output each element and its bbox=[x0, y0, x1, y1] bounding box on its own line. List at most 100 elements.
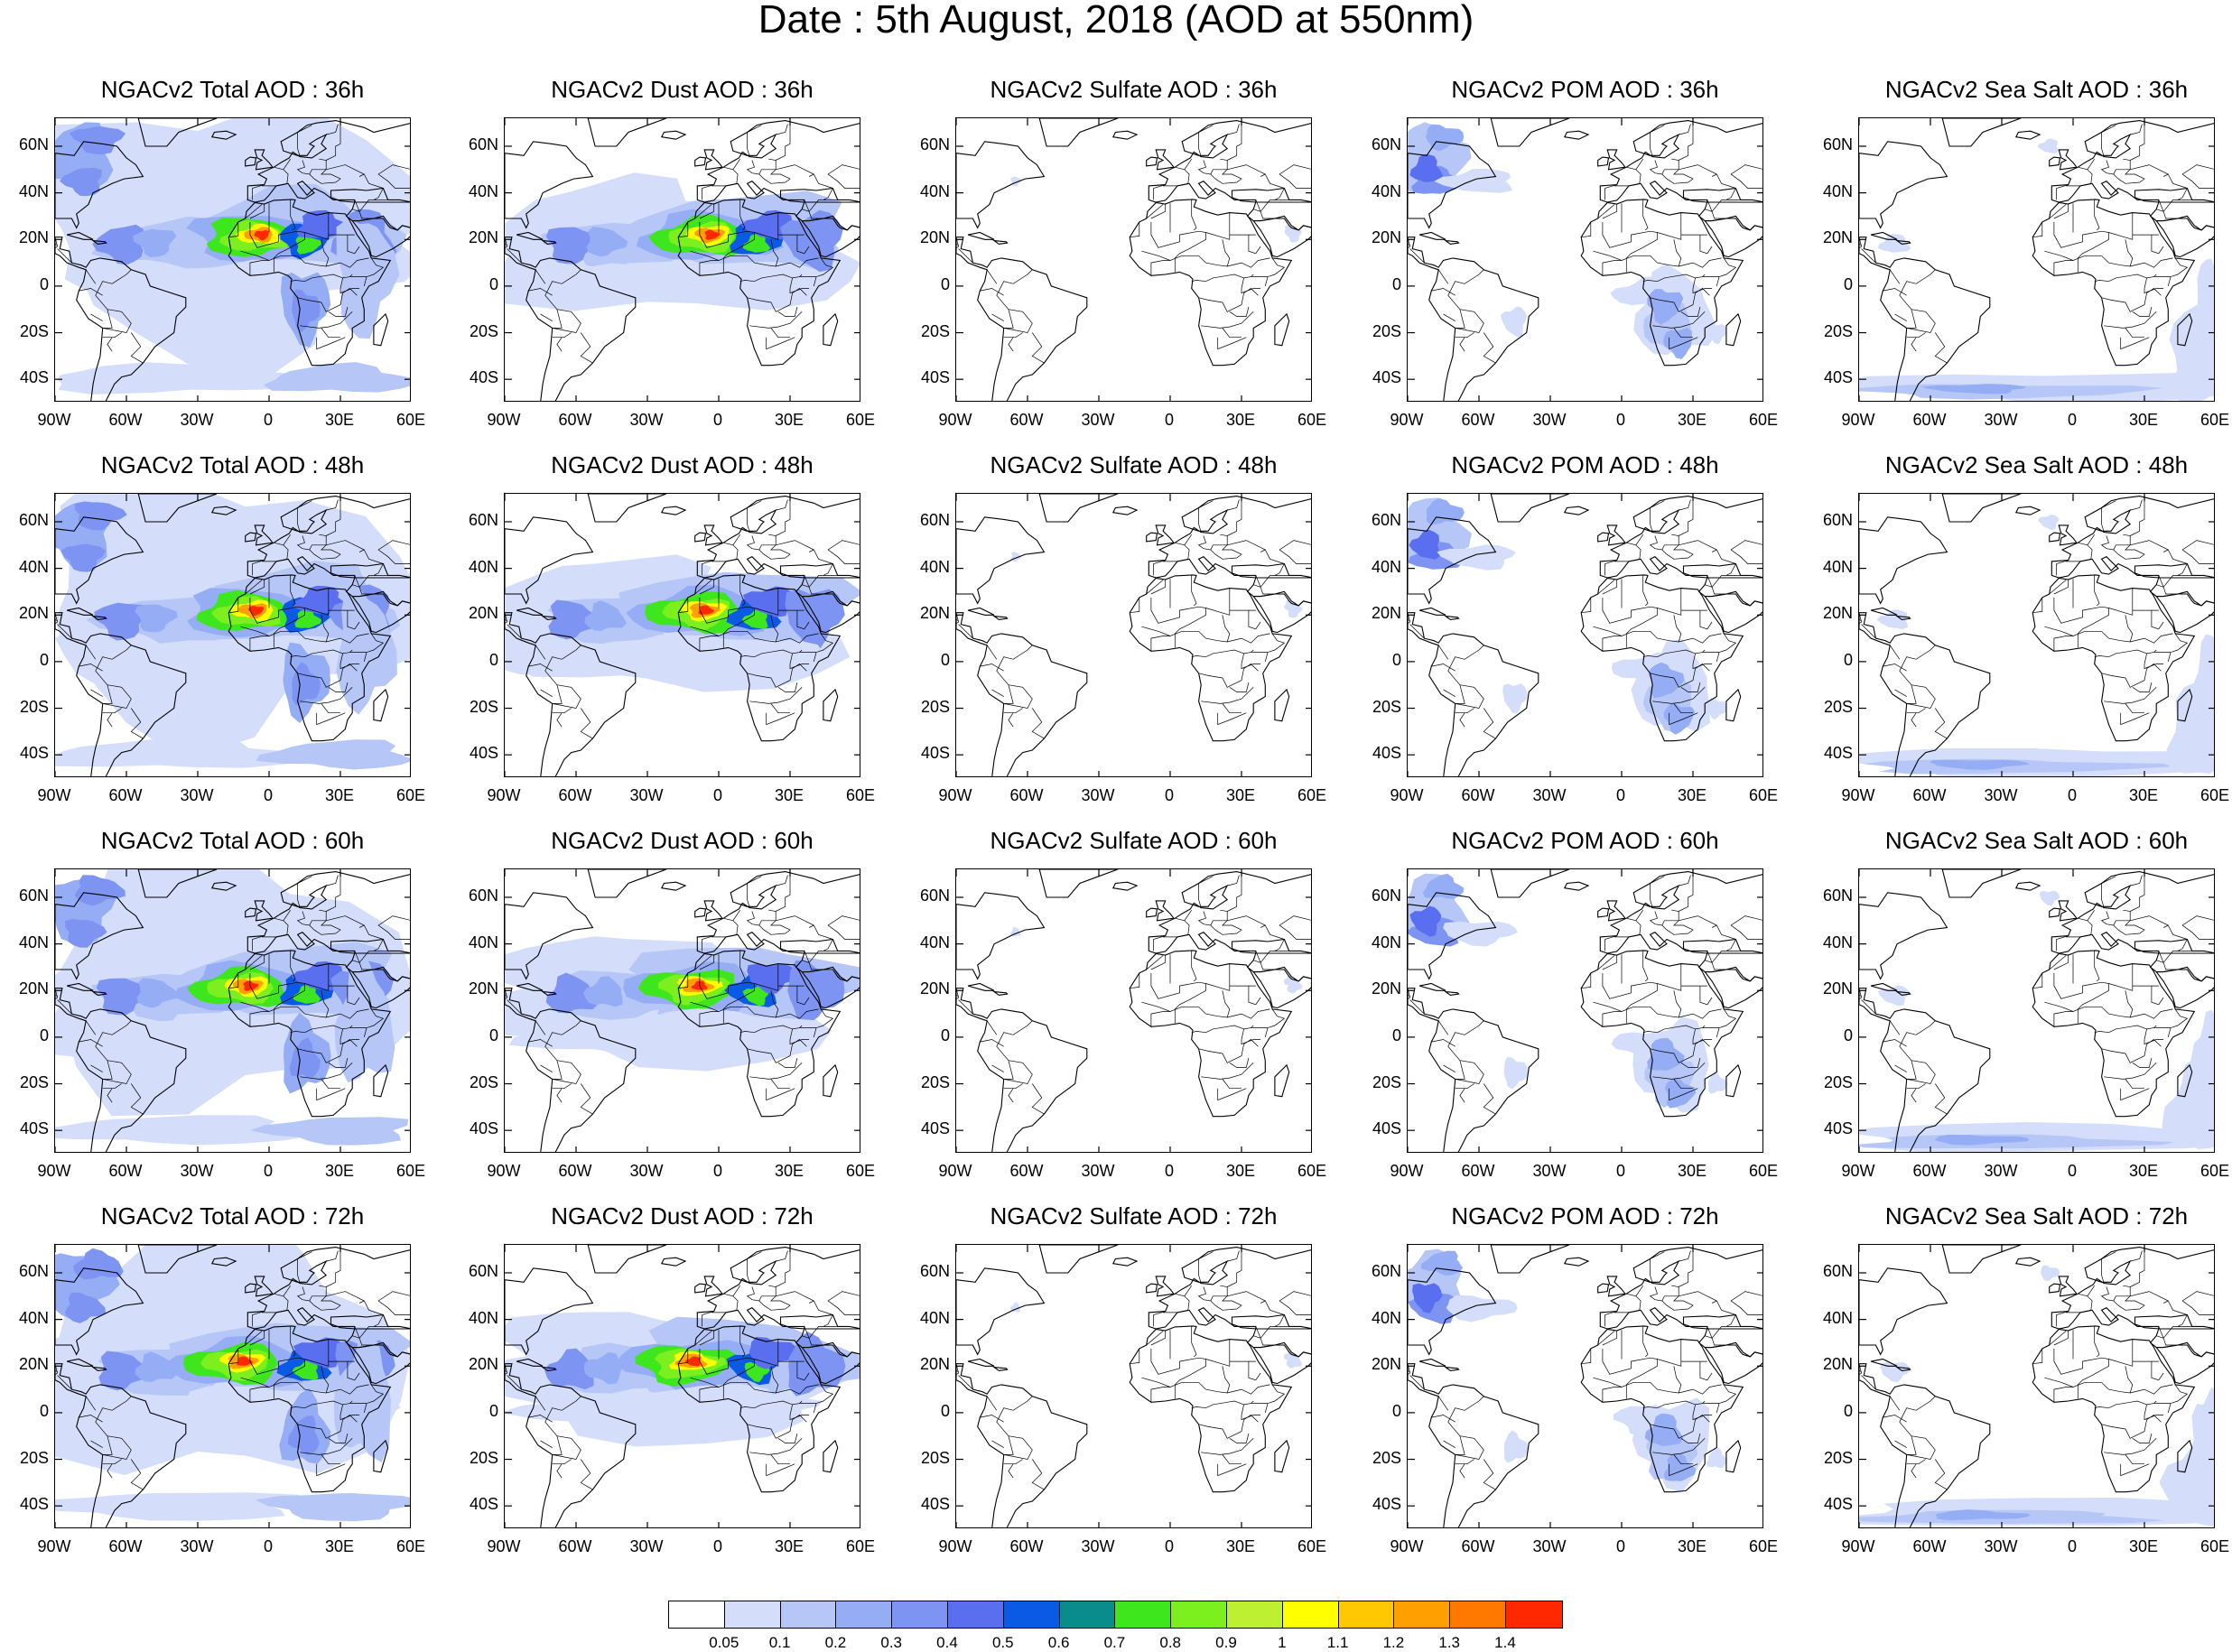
country-border bbox=[699, 212, 779, 248]
coastline bbox=[1859, 516, 1948, 605]
country-border bbox=[290, 575, 296, 607]
country-border bbox=[575, 1396, 581, 1402]
country-border bbox=[90, 689, 103, 697]
country-border bbox=[1003, 332, 1023, 339]
colorbar-label: 0.7 bbox=[1103, 1634, 1126, 1651]
coastline bbox=[1871, 231, 1898, 240]
country-border bbox=[813, 1008, 834, 1037]
country-border bbox=[1597, 580, 1615, 595]
country-border bbox=[1253, 575, 1261, 588]
map-frame bbox=[54, 117, 411, 402]
country-border bbox=[2094, 1326, 2100, 1358]
country-border bbox=[1264, 633, 1286, 662]
country-border bbox=[739, 200, 746, 231]
lon-label: 60W bbox=[558, 411, 592, 429]
map-panel-sulfate-48h: NGACv2 Sulfate AOD : 48h 60N 40N 20N 0 20S 40S… bbox=[920, 451, 1326, 804]
country-border bbox=[823, 1342, 833, 1346]
lon-label: 30W bbox=[1532, 411, 1567, 429]
country-border bbox=[1680, 1058, 1701, 1068]
country-border bbox=[363, 173, 384, 189]
country-border bbox=[1889, 645, 1901, 660]
country-border bbox=[1652, 1063, 1706, 1080]
coastline bbox=[1408, 1363, 1539, 1527]
coastline bbox=[956, 237, 1088, 401]
lon-label: 60E bbox=[1748, 411, 1779, 429]
country-border bbox=[1279, 1291, 1311, 1315]
country-border bbox=[2053, 636, 2073, 652]
country-border bbox=[1602, 636, 1622, 652]
country-border bbox=[1911, 1088, 1917, 1103]
country-border bbox=[2167, 173, 2188, 189]
aod-contour bbox=[254, 229, 269, 241]
country-border bbox=[1279, 540, 1311, 564]
lon-label: 0 bbox=[712, 786, 722, 804]
country-border bbox=[326, 1250, 339, 1262]
coastline bbox=[1563, 506, 1590, 515]
lon-label: 90W bbox=[1390, 1537, 1424, 1555]
country-border bbox=[2094, 274, 2157, 283]
country-border bbox=[347, 986, 360, 1006]
country-border bbox=[363, 1300, 384, 1315]
coastline bbox=[2032, 199, 2196, 367]
country-border bbox=[2066, 1309, 2091, 1313]
country-border bbox=[126, 645, 132, 651]
country-border bbox=[1443, 1440, 1455, 1448]
country-border bbox=[556, 712, 563, 728]
lat-label: 60N bbox=[1371, 886, 1401, 905]
colorbar-label: 0.2 bbox=[824, 1634, 847, 1651]
lat-label: 40S bbox=[1823, 1119, 1853, 1138]
country-border bbox=[540, 1440, 553, 1448]
aod-contour bbox=[583, 1351, 622, 1385]
country-border bbox=[749, 1438, 803, 1455]
aod-contour bbox=[135, 604, 178, 633]
country-border bbox=[1227, 123, 1242, 161]
country-border bbox=[300, 1438, 353, 1455]
coastline bbox=[1563, 881, 1590, 891]
country-border bbox=[309, 544, 341, 560]
country-border bbox=[363, 257, 385, 286]
country-border bbox=[2078, 542, 2093, 560]
country-border bbox=[1626, 542, 1641, 560]
country-border bbox=[766, 712, 795, 726]
country-border bbox=[2113, 1295, 2145, 1311]
country-border bbox=[363, 633, 385, 662]
coastline bbox=[992, 615, 1009, 620]
lon-label: 0 bbox=[712, 1162, 722, 1180]
lon-label: 0 bbox=[2067, 1537, 2077, 1555]
country-border bbox=[507, 1375, 522, 1390]
country-border bbox=[747, 1251, 762, 1284]
lat-label: 20N bbox=[1371, 1355, 1401, 1374]
country-border bbox=[358, 587, 374, 595]
coastline bbox=[968, 982, 995, 991]
country-border bbox=[1455, 309, 1465, 329]
coastline bbox=[2134, 187, 2214, 231]
lon-label: 30W bbox=[180, 786, 214, 804]
country-border bbox=[1911, 712, 1917, 728]
country-border bbox=[699, 1387, 719, 1403]
country-border bbox=[747, 1039, 807, 1063]
country-border bbox=[1650, 1251, 1665, 1284]
country-border bbox=[1241, 1039, 1261, 1045]
aod-field-map bbox=[55, 1245, 410, 1527]
country-border bbox=[747, 125, 762, 157]
country-border bbox=[1217, 712, 1247, 726]
country-border bbox=[1174, 608, 1206, 648]
country-border bbox=[1699, 610, 1713, 630]
country-border bbox=[1150, 588, 1231, 624]
country-border bbox=[1894, 1064, 1907, 1072]
country-border bbox=[2077, 608, 2109, 648]
lat-label: 20S bbox=[1372, 1448, 1401, 1467]
country-border bbox=[1649, 534, 1679, 551]
colorbar-label: 0.8 bbox=[1159, 1634, 1181, 1651]
country-border bbox=[2130, 540, 2170, 552]
country-border bbox=[1248, 610, 1261, 630]
map-frame bbox=[1858, 868, 2215, 1153]
lat-label: 20S bbox=[1372, 321, 1401, 340]
country-border bbox=[1191, 1025, 1254, 1034]
lon-label: 0 bbox=[2067, 1162, 2077, 1180]
panel-title: NGACv2 Sulfate AOD : 60h bbox=[990, 827, 1278, 854]
country-border bbox=[2104, 1438, 2157, 1455]
aod-field-map bbox=[1408, 118, 1762, 401]
country-border bbox=[1692, 288, 1713, 294]
coastline bbox=[660, 1257, 687, 1267]
